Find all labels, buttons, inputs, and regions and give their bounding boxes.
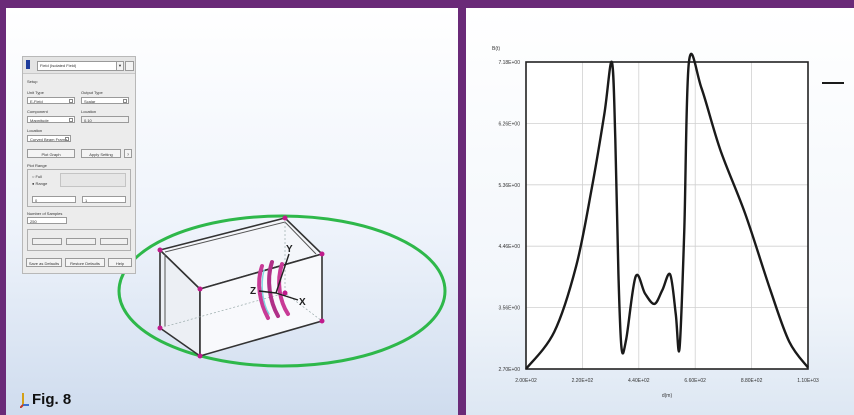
help-small-button[interactable]: ? xyxy=(124,149,132,158)
dropdown-button[interactable]: ▼ xyxy=(116,61,124,71)
chevron-down-icon xyxy=(69,99,73,103)
location-value: 0.10 xyxy=(84,118,92,123)
y-tick-label: 6.26E+00 xyxy=(498,121,520,127)
axis-label-x: X xyxy=(299,297,306,308)
scene-canvas[interactable]: Y X Z xyxy=(6,8,458,415)
series-line xyxy=(525,52,809,370)
axis-label-y: Y xyxy=(286,244,293,255)
axis-label-z: Z xyxy=(250,286,256,297)
field-plot-dialog: Field (Isolated Field) ▼ Setup Unit Type… xyxy=(22,56,136,274)
x-tick-label: 2.20E+02 xyxy=(572,378,594,384)
location-input[interactable]: 0.10 xyxy=(81,116,129,123)
y-tick-label: 2.70E+00 xyxy=(498,367,520,373)
plot-area xyxy=(526,62,808,369)
range-from-input[interactable]: 0 xyxy=(32,196,76,203)
location-label: Location xyxy=(27,128,43,133)
output-type-value: Scalar xyxy=(84,99,96,104)
box-vertices xyxy=(157,215,325,359)
radio-full[interactable]: ○ Full xyxy=(32,174,42,179)
samples-label: Number of Samples xyxy=(27,211,63,216)
options-group xyxy=(27,229,131,251)
component-value: Magnitude xyxy=(30,118,49,123)
component-label: Component xyxy=(27,109,48,114)
plot-range-group: ○ Full ● Range 0 1 xyxy=(27,169,131,207)
viewport-3d[interactable]: Y X Z Field (Isolated Field) ▼ Setup Uni… xyxy=(6,8,458,415)
option-field-2[interactable] xyxy=(66,238,96,245)
radio-full-label: Full xyxy=(35,174,42,179)
option-field-3[interactable] xyxy=(100,238,128,245)
dialog-toolbar: Field (Isolated Field) ▼ xyxy=(23,57,135,74)
chevron-down-icon xyxy=(65,137,69,141)
output-type-label: Output Type xyxy=(81,90,103,95)
figure-label: Fig. 8 xyxy=(32,391,72,408)
x-axis-label: d(m) xyxy=(662,393,673,399)
box-model[interactable] xyxy=(158,217,324,358)
plot-graph-button[interactable]: Plot Graph xyxy=(27,149,75,158)
y-tick-label: 5.36E+00 xyxy=(498,183,520,189)
x-tick-label: 8.80E+02 xyxy=(741,378,763,384)
axis-triad xyxy=(258,253,299,301)
unit-type-value: E-Field xyxy=(30,99,43,104)
range-note xyxy=(60,173,126,187)
restore-defaults-button[interactable]: Restore Defaults xyxy=(65,258,105,267)
x-tick-label: 4.40E+02 xyxy=(628,378,650,384)
location-select[interactable]: Curved Beam Frame xyxy=(27,135,71,142)
y-tick-label: 3.56E+00 xyxy=(498,306,520,312)
plot-range-label: Plot Range xyxy=(27,163,47,168)
samples-input[interactable]: 250 xyxy=(27,217,67,224)
plot-frame xyxy=(525,61,809,370)
section-label: Setup xyxy=(27,79,38,84)
location-label-right: Location xyxy=(81,109,97,114)
range-to-input[interactable]: 1 xyxy=(82,196,126,203)
x-tick-label: 2.00E+02 xyxy=(515,378,537,384)
app-icon xyxy=(26,60,30,69)
coil-assembly[interactable] xyxy=(257,260,290,320)
help-button[interactable]: Help xyxy=(108,258,132,267)
apply-setting-button[interactable]: Apply Setting xyxy=(81,149,121,158)
location-select-value: Curved Beam Frame xyxy=(30,137,68,142)
radio-range-label: Range xyxy=(35,181,48,186)
options-button[interactable] xyxy=(125,61,134,71)
x-tick-label: 6.60E+02 xyxy=(684,378,706,384)
plot-window[interactable]: 2.00E+02 2.20E+02 4.40E+02 6.60E+02 8.80E+02… xyxy=(466,8,854,415)
unit-type-select[interactable]: E-Field xyxy=(27,97,75,104)
chevron-down-icon xyxy=(123,99,127,103)
radio-range[interactable]: ● Range xyxy=(32,181,48,186)
unit-type-label: Unit Type xyxy=(27,90,44,95)
output-type-select[interactable]: Scalar xyxy=(81,97,129,104)
y-axis-label: B(t) xyxy=(492,46,500,52)
axis-icon xyxy=(20,393,29,408)
orbit-ellipse xyxy=(117,214,447,368)
component-select[interactable]: Magnitude xyxy=(27,116,75,123)
x-tick-label: 1.10E+03 xyxy=(797,378,819,384)
y-tick-label: 4.46E+00 xyxy=(498,244,520,250)
y-tick-label: 7.18E+00 xyxy=(498,60,520,66)
field-type-combo[interactable]: Field (Isolated Field) xyxy=(37,61,117,71)
save-defaults-button[interactable]: Save as Defaults xyxy=(26,258,62,267)
line-chart: 2.00E+02 2.20E+02 4.40E+02 6.60E+02 8.80E+02… xyxy=(492,46,844,399)
chevron-down-icon xyxy=(69,118,73,122)
option-field-1[interactable] xyxy=(32,238,62,245)
